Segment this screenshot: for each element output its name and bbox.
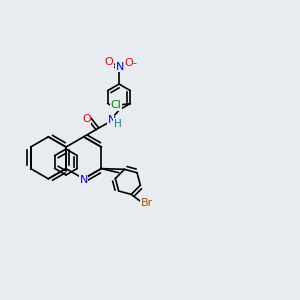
Text: O: O [105,58,113,68]
Text: Cl: Cl [111,100,122,110]
Text: N: N [116,62,124,72]
Text: O-: O- [124,58,138,68]
Text: N: N [80,175,88,185]
Text: Br: Br [141,198,153,208]
Text: O: O [82,114,91,124]
Text: H: H [114,119,122,129]
Text: N: N [108,115,116,125]
